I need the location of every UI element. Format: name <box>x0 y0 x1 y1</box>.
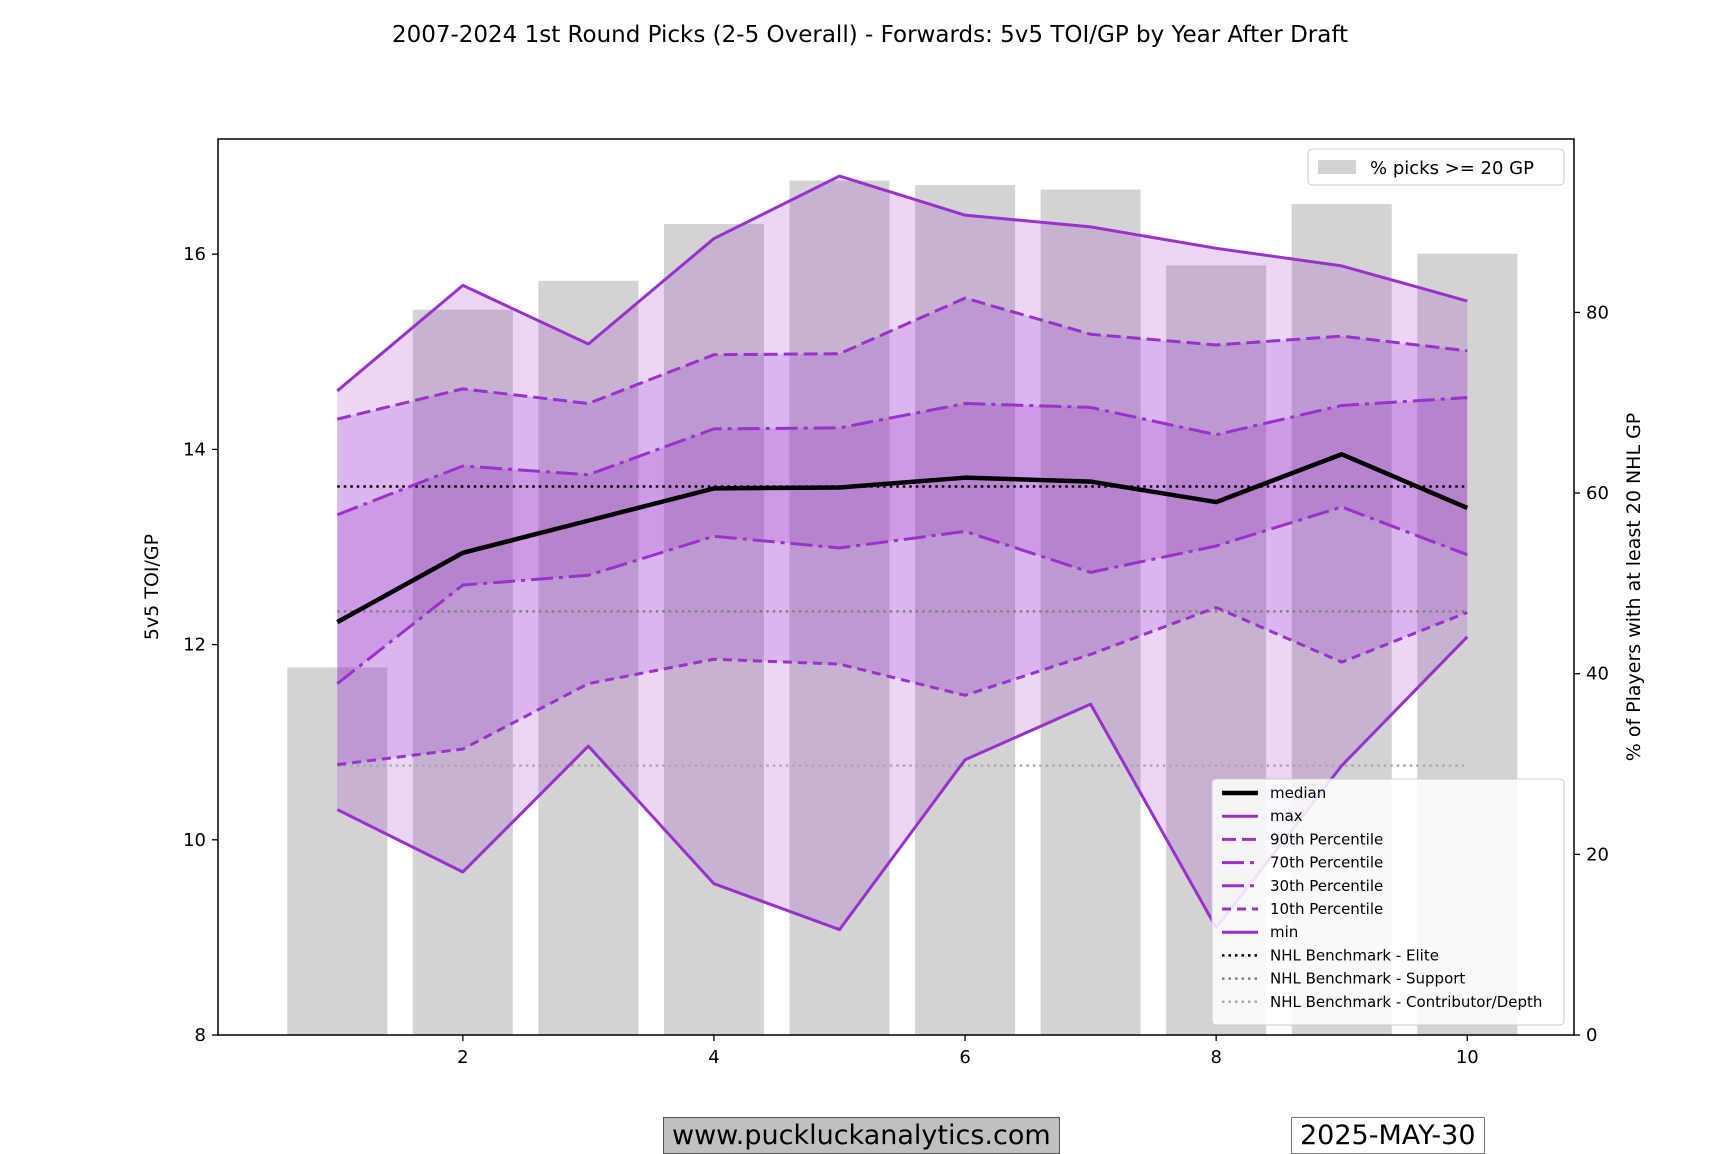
series-30th-percentile <box>336 505 1468 685</box>
legend-label-70th-percentile: 70th Percentile <box>1270 854 1383 872</box>
y2-axis-label: % of Players with at least 20 NHL GP <box>1623 413 1645 762</box>
bar-legend-swatch <box>1318 160 1356 174</box>
y-tick-label: 14 <box>183 439 206 460</box>
bar-legend-box <box>1307 148 1565 186</box>
series-max <box>336 174 1468 392</box>
website-label: www.puckluckanalytics.com <box>663 1117 1060 1154</box>
y-tick-label: 8 <box>195 1025 206 1046</box>
x-tick-label: 8 <box>1210 1047 1221 1068</box>
series-90th-percentile <box>336 296 1468 421</box>
y2-tick-label: 80 <box>1586 302 1609 323</box>
y2-axis: 0 20 40 60 80 <box>1574 302 1609 1046</box>
y-axis: 8 10 12 14 16 <box>183 244 218 1046</box>
line-legend-box <box>1211 778 1565 1026</box>
bar-year-5 <box>789 180 890 1035</box>
legend-label-90th-percentile: 90th Percentile <box>1270 830 1383 848</box>
band-30-70 <box>337 397 1468 684</box>
bar-year-4 <box>663 223 764 1036</box>
bar-year-6 <box>915 185 1016 1035</box>
y-tick-label: 12 <box>183 635 206 656</box>
legend-label-10th-percentile: 10th Percentile <box>1270 900 1383 918</box>
bar-year-2 <box>412 309 513 1035</box>
y-tick-label: 16 <box>183 244 206 265</box>
legend-label-min: min <box>1270 923 1298 941</box>
x-tick-label: 4 <box>708 1047 719 1068</box>
bar-year-1 <box>287 667 388 1035</box>
x-tick-label: 10 <box>1456 1047 1479 1068</box>
bar-legend-label: % picks >= 20 GP <box>1370 158 1534 179</box>
y2-tick-label: 0 <box>1586 1025 1597 1046</box>
y-tick-label: 10 <box>183 830 206 851</box>
legend-label-30th-percentile: 30th Percentile <box>1270 877 1383 895</box>
legend-label-nhl-benchmark-elite: NHL Benchmark - Elite <box>1270 946 1439 964</box>
legend-label-max: max <box>1270 807 1303 825</box>
series-70th-percentile <box>336 396 1468 517</box>
plot-frame <box>217 138 1575 1036</box>
band-10-90 <box>337 298 1468 765</box>
y2-tick-label: 60 <box>1586 483 1609 504</box>
x-axis: 2 4 6 8 10 <box>457 1035 1479 1068</box>
series-10th-percentile <box>337 605 1468 767</box>
date-label: 2025-MAY-30 <box>1291 1117 1485 1154</box>
bar-year-3 <box>538 280 639 1035</box>
bar-legend: % picks >= 20 GP <box>1307 148 1565 186</box>
legend-label-nhl-benchmark-contributor-depth: NHL Benchmark - Contributor/Depth <box>1270 993 1542 1011</box>
legend-label-nhl-benchmark-support: NHL Benchmark - Support <box>1270 970 1465 988</box>
legend-label-median: median <box>1270 784 1326 802</box>
y2-tick-label: 40 <box>1586 664 1609 685</box>
series-median <box>336 452 1469 625</box>
chart-title: 2007-2024 1st Round Picks (2-5 Overall) … <box>392 22 1348 48</box>
y2-tick-label: 20 <box>1586 844 1609 865</box>
line-legend: median max 90th Percentile 70th Percentile 3… <box>1211 778 1565 1026</box>
x-tick-label: 2 <box>457 1047 468 1068</box>
bands-layer <box>337 176 1468 930</box>
y-axis-label: 5v5 TOI/GP <box>141 534 163 640</box>
x-tick-label: 6 <box>959 1047 970 1068</box>
band-min-max <box>337 176 1468 930</box>
